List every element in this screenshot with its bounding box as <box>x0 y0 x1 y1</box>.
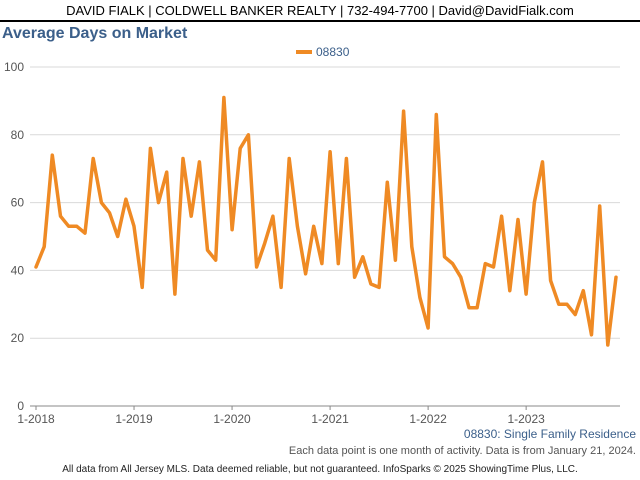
legend-label: 08830 <box>316 45 350 59</box>
data-point <box>410 245 414 249</box>
y-tick-label: 60 <box>11 196 25 210</box>
header-text: DAVID FIALK | COLDWELL BANKER REALTY | 7… <box>66 3 574 18</box>
x-tick-label: 1-2022 <box>409 412 447 426</box>
y-tick-label: 40 <box>11 263 25 277</box>
data-point <box>304 272 308 276</box>
legend: 08830 <box>296 45 349 59</box>
data-point <box>75 224 79 228</box>
data-note: Each data point is one month of activity… <box>288 445 636 457</box>
data-point <box>581 289 585 293</box>
data-point <box>573 312 577 316</box>
data-point <box>246 133 250 137</box>
data-point <box>197 160 201 164</box>
data-point <box>500 214 504 218</box>
x-tick-label: 1-2020 <box>213 412 251 426</box>
data-point <box>442 255 446 259</box>
data-point <box>614 275 618 279</box>
legend-swatch <box>296 50 312 54</box>
data-point <box>255 265 259 269</box>
data-point <box>598 204 602 208</box>
data-point <box>189 214 193 218</box>
data-point <box>426 326 430 330</box>
data-point <box>50 153 54 157</box>
data-point <box>557 302 561 306</box>
data-point <box>483 262 487 266</box>
data-point <box>549 279 553 283</box>
data-point <box>565 302 569 306</box>
data-point <box>34 265 38 269</box>
data-point <box>124 197 128 201</box>
data-point <box>328 150 332 154</box>
series-description: 08830: Single Family Residence <box>463 427 636 441</box>
y-tick-label: 80 <box>11 128 25 142</box>
data-point <box>344 157 348 161</box>
data-point <box>263 241 267 245</box>
data-point <box>214 258 218 262</box>
data-point <box>230 228 234 232</box>
axis-layer: 0 20 40 60 80 100 1-2018 1-2019 1-2020 1-2021 1-20… <box>4 60 620 426</box>
data-point <box>67 224 71 228</box>
y-tick-label: 100 <box>4 60 24 74</box>
data-point <box>312 224 316 228</box>
data-point <box>59 214 63 218</box>
data-point <box>83 231 87 235</box>
y-tick-label: 20 <box>11 331 25 345</box>
x-tick-label: 1-2023 <box>507 412 545 426</box>
data-point <box>451 262 455 266</box>
data-point <box>467 306 471 310</box>
data-point <box>181 157 185 161</box>
x-tick-label: 1-2021 <box>311 412 349 426</box>
x-tick-label: 1-2018 <box>17 412 55 426</box>
data-point <box>116 235 120 239</box>
data-point <box>402 109 406 113</box>
data-point <box>206 248 210 252</box>
data-point <box>91 157 95 161</box>
chart-title: Average Days on Market <box>2 25 188 42</box>
y-tick-label: 0 <box>17 399 24 413</box>
data-point <box>222 96 226 100</box>
data-point <box>157 201 161 205</box>
data-point <box>361 255 365 259</box>
series-line-08830 <box>34 95 618 347</box>
data-point <box>295 224 299 228</box>
data-point <box>369 282 373 286</box>
data-point <box>132 224 136 228</box>
data-point <box>434 112 438 116</box>
data-point <box>524 292 528 296</box>
data-point <box>475 306 479 310</box>
data-point <box>491 265 495 269</box>
data-point <box>279 285 283 289</box>
data-point <box>173 292 177 296</box>
data-point <box>42 245 46 249</box>
data-point <box>108 211 112 215</box>
data-point <box>320 262 324 266</box>
data-point <box>532 201 536 205</box>
data-point <box>148 146 152 150</box>
x-tick-label: 1-2019 <box>115 412 153 426</box>
data-point <box>393 258 397 262</box>
header-bar: DAVID FIALK | COLDWELL BANKER REALTY | 7… <box>0 0 640 22</box>
data-point <box>287 157 291 161</box>
data-point <box>238 146 242 150</box>
data-point <box>540 160 544 164</box>
data-point <box>606 343 610 347</box>
data-point <box>271 214 275 218</box>
footer-disclaimer: All data from All Jersey MLS. Data deeme… <box>62 464 578 475</box>
data-point <box>140 285 144 289</box>
data-point <box>508 289 512 293</box>
data-point <box>516 218 520 222</box>
data-point <box>336 262 340 266</box>
data-point <box>589 333 593 337</box>
series-layer <box>34 95 618 347</box>
data-point <box>377 285 381 289</box>
data-point <box>459 275 463 279</box>
data-point <box>353 275 357 279</box>
data-point <box>165 170 169 174</box>
data-point <box>418 296 422 300</box>
data-point <box>385 180 389 184</box>
data-point <box>99 201 103 205</box>
